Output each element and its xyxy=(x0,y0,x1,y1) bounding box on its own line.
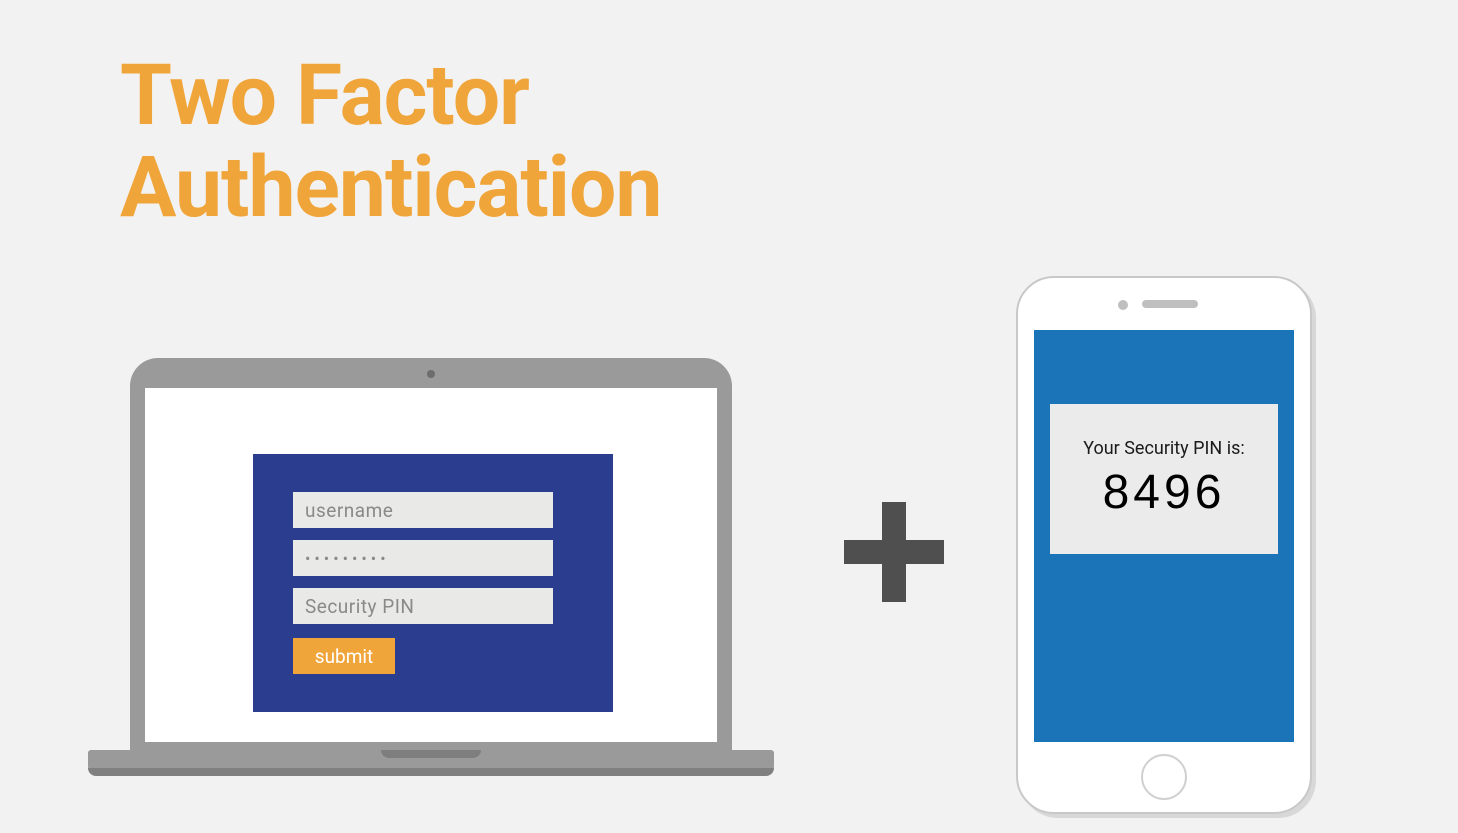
phone-home-button[interactable] xyxy=(1141,754,1187,800)
pin-label: Your Security PIN is: xyxy=(1083,438,1245,459)
security-pin-input[interactable] xyxy=(293,588,553,624)
laptop-camera-icon xyxy=(427,370,435,378)
phone-device: Your Security PIN is: 8496 xyxy=(1016,276,1312,814)
password-input[interactable] xyxy=(293,540,553,576)
phone-camera-icon xyxy=(1118,300,1128,310)
laptop-lid: submit xyxy=(130,358,732,750)
plus-icon xyxy=(844,502,944,602)
laptop-device: submit xyxy=(88,358,774,808)
laptop-trackpad-notch xyxy=(381,750,481,758)
username-input[interactable] xyxy=(293,492,553,528)
laptop-base xyxy=(88,750,774,776)
phone-screen: Your Security PIN is: 8496 xyxy=(1034,330,1294,742)
pin-notification-card: Your Security PIN is: 8496 xyxy=(1050,404,1278,554)
page-title: Two Factor Authentication xyxy=(120,50,661,235)
phone-speaker-icon xyxy=(1142,300,1198,308)
login-form: submit xyxy=(253,454,613,712)
title-line-2: Authentication xyxy=(120,142,661,234)
title-line-1: Two Factor xyxy=(120,50,661,142)
laptop-screen: submit xyxy=(145,388,717,742)
submit-button[interactable]: submit xyxy=(293,638,395,674)
laptop-base-shadow xyxy=(88,768,774,776)
pin-value: 8496 xyxy=(1103,465,1226,520)
